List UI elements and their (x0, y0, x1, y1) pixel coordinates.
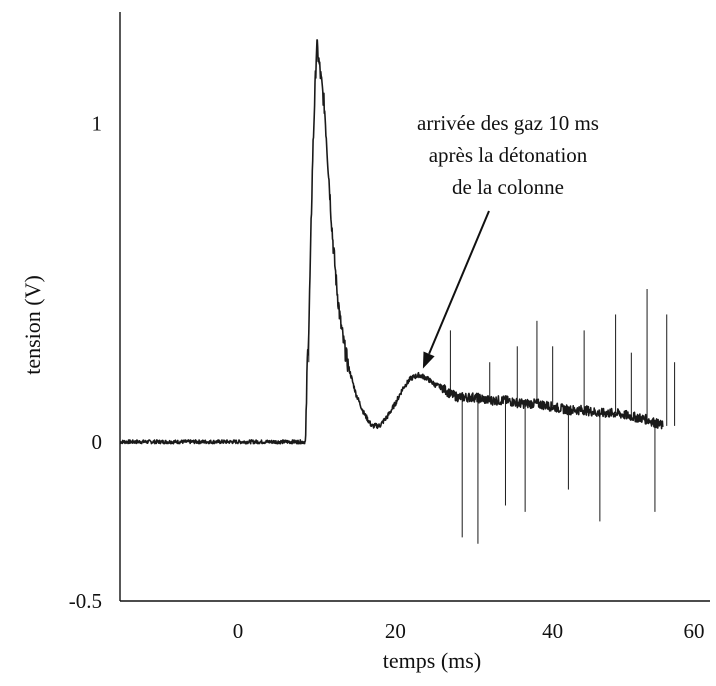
annotation-line-2: après la détonation (429, 143, 588, 167)
noise-spikes (253, 288, 676, 544)
x-tick-label: 20 (385, 619, 406, 643)
y-axis-title: tension (V) (20, 275, 45, 375)
x-tick-label: 0 (233, 619, 244, 643)
series-line (119, 39, 664, 445)
y-tick-label: 1 (92, 111, 103, 135)
annotation-line-1: arrivée des gaz 10 ms (417, 111, 599, 135)
annotation-arrow-head (422, 351, 435, 369)
x-tick-label: 60 (684, 619, 705, 643)
annotation-line-3: de la colonne (452, 175, 564, 199)
annotation: arrivée des gaz 10 ms après la détonatio… (417, 111, 599, 369)
x-tick-label: 40 (542, 619, 563, 643)
x-tick-labels: 0 20 40 60 (233, 619, 705, 643)
y-tick-labels: -0.5 0 1 (69, 111, 102, 613)
axes (119, 12, 710, 602)
series (119, 39, 664, 445)
y-tick-label: -0.5 (69, 589, 102, 613)
y-tick-label: 0 (92, 430, 103, 454)
x-axis-title: temps (ms) (383, 648, 481, 673)
annotation-arrow (428, 210, 490, 355)
